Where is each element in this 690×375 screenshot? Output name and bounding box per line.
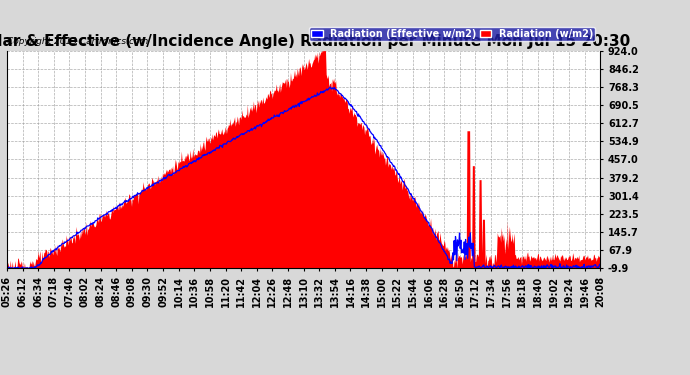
Title: Solar & Effective (w/Incidence Angle) Radiation per Minute Mon Jul 15 20:30: Solar & Effective (w/Incidence Angle) Ra…: [0, 34, 631, 50]
Legend: Radiation (Effective w/m2), Radiation (w/m2): Radiation (Effective w/m2), Radiation (w…: [309, 27, 595, 41]
Text: Copyright 2013 Cartronics.com: Copyright 2013 Cartronics.com: [7, 37, 148, 46]
